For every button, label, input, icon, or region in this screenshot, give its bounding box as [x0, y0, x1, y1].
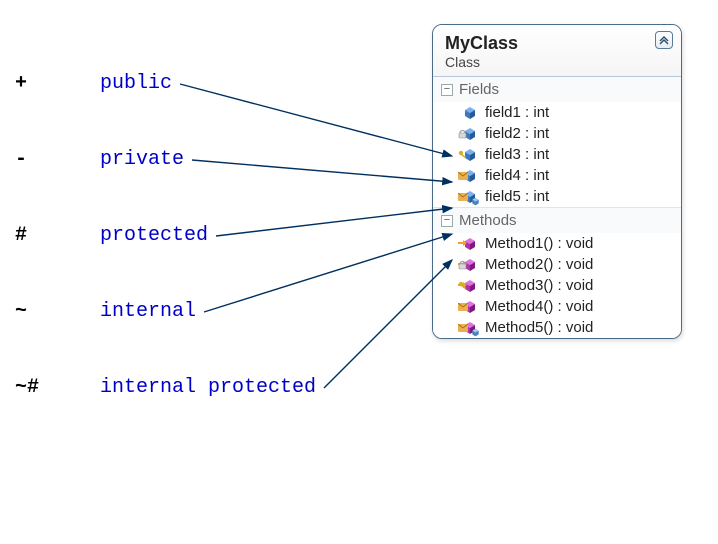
member-row[interactable]: Method5() : void	[433, 317, 681, 338]
member-icon	[461, 278, 479, 294]
access-label: internal protected	[100, 376, 316, 399]
member-row[interactable]: Method4() : void	[433, 296, 681, 317]
class-title: MyClass	[445, 33, 671, 54]
member-label: field3 : int	[485, 146, 549, 163]
member-label: field2 : int	[485, 125, 549, 142]
expand-collapse-icon[interactable]	[655, 31, 673, 49]
collapse-icon[interactable]: −	[441, 215, 453, 227]
class-header: MyClass Class	[433, 25, 681, 77]
member-label: Method1() : void	[485, 235, 593, 252]
member-row[interactable]: field5 : int	[433, 186, 681, 207]
member-row[interactable]: field3 : int	[433, 144, 681, 165]
member-row[interactable]: field2 : int	[433, 123, 681, 144]
access-label: protected	[100, 224, 208, 247]
access-symbol: ~	[15, 300, 27, 323]
access-symbol: #	[15, 224, 27, 247]
class-section: −Methods Method1() : void Method2() : vo…	[433, 208, 681, 338]
member-icon	[461, 189, 479, 205]
section-title: Methods	[459, 212, 517, 229]
section-header[interactable]: −Fields	[433, 77, 681, 102]
member-icon	[461, 299, 479, 315]
access-symbol: ~#	[15, 376, 39, 399]
section-header[interactable]: −Methods	[433, 208, 681, 233]
collapse-icon[interactable]: −	[441, 84, 453, 96]
member-label: Method2() : void	[485, 256, 593, 273]
member-row[interactable]: field4 : int	[433, 165, 681, 186]
access-label: private	[100, 148, 184, 171]
class-diagram-box: MyClass Class −Fields field1 : int field…	[432, 24, 682, 339]
member-row[interactable]: field1 : int	[433, 102, 681, 123]
section-title: Fields	[459, 81, 499, 98]
member-icon	[461, 168, 479, 184]
member-icon	[461, 236, 479, 252]
access-label: internal	[100, 300, 196, 323]
class-section: −Fields field1 : int field2 : int field3…	[433, 77, 681, 208]
access-symbol: +	[15, 72, 27, 95]
member-row[interactable]: Method3() : void	[433, 275, 681, 296]
member-label: field1 : int	[485, 104, 549, 121]
member-label: field5 : int	[485, 188, 549, 205]
member-icon	[461, 320, 479, 336]
member-label: Method3() : void	[485, 277, 593, 294]
member-icon	[461, 147, 479, 163]
class-subtitle: Class	[445, 54, 671, 70]
access-symbol: -	[15, 148, 27, 171]
member-label: Method4() : void	[485, 298, 593, 315]
member-icon	[461, 126, 479, 142]
member-row[interactable]: Method1() : void	[433, 233, 681, 254]
access-label: public	[100, 72, 172, 95]
member-row[interactable]: Method2() : void	[433, 254, 681, 275]
member-icon	[461, 257, 479, 273]
member-label: Method5() : void	[485, 319, 593, 336]
member-icon	[461, 105, 479, 121]
member-label: field4 : int	[485, 167, 549, 184]
